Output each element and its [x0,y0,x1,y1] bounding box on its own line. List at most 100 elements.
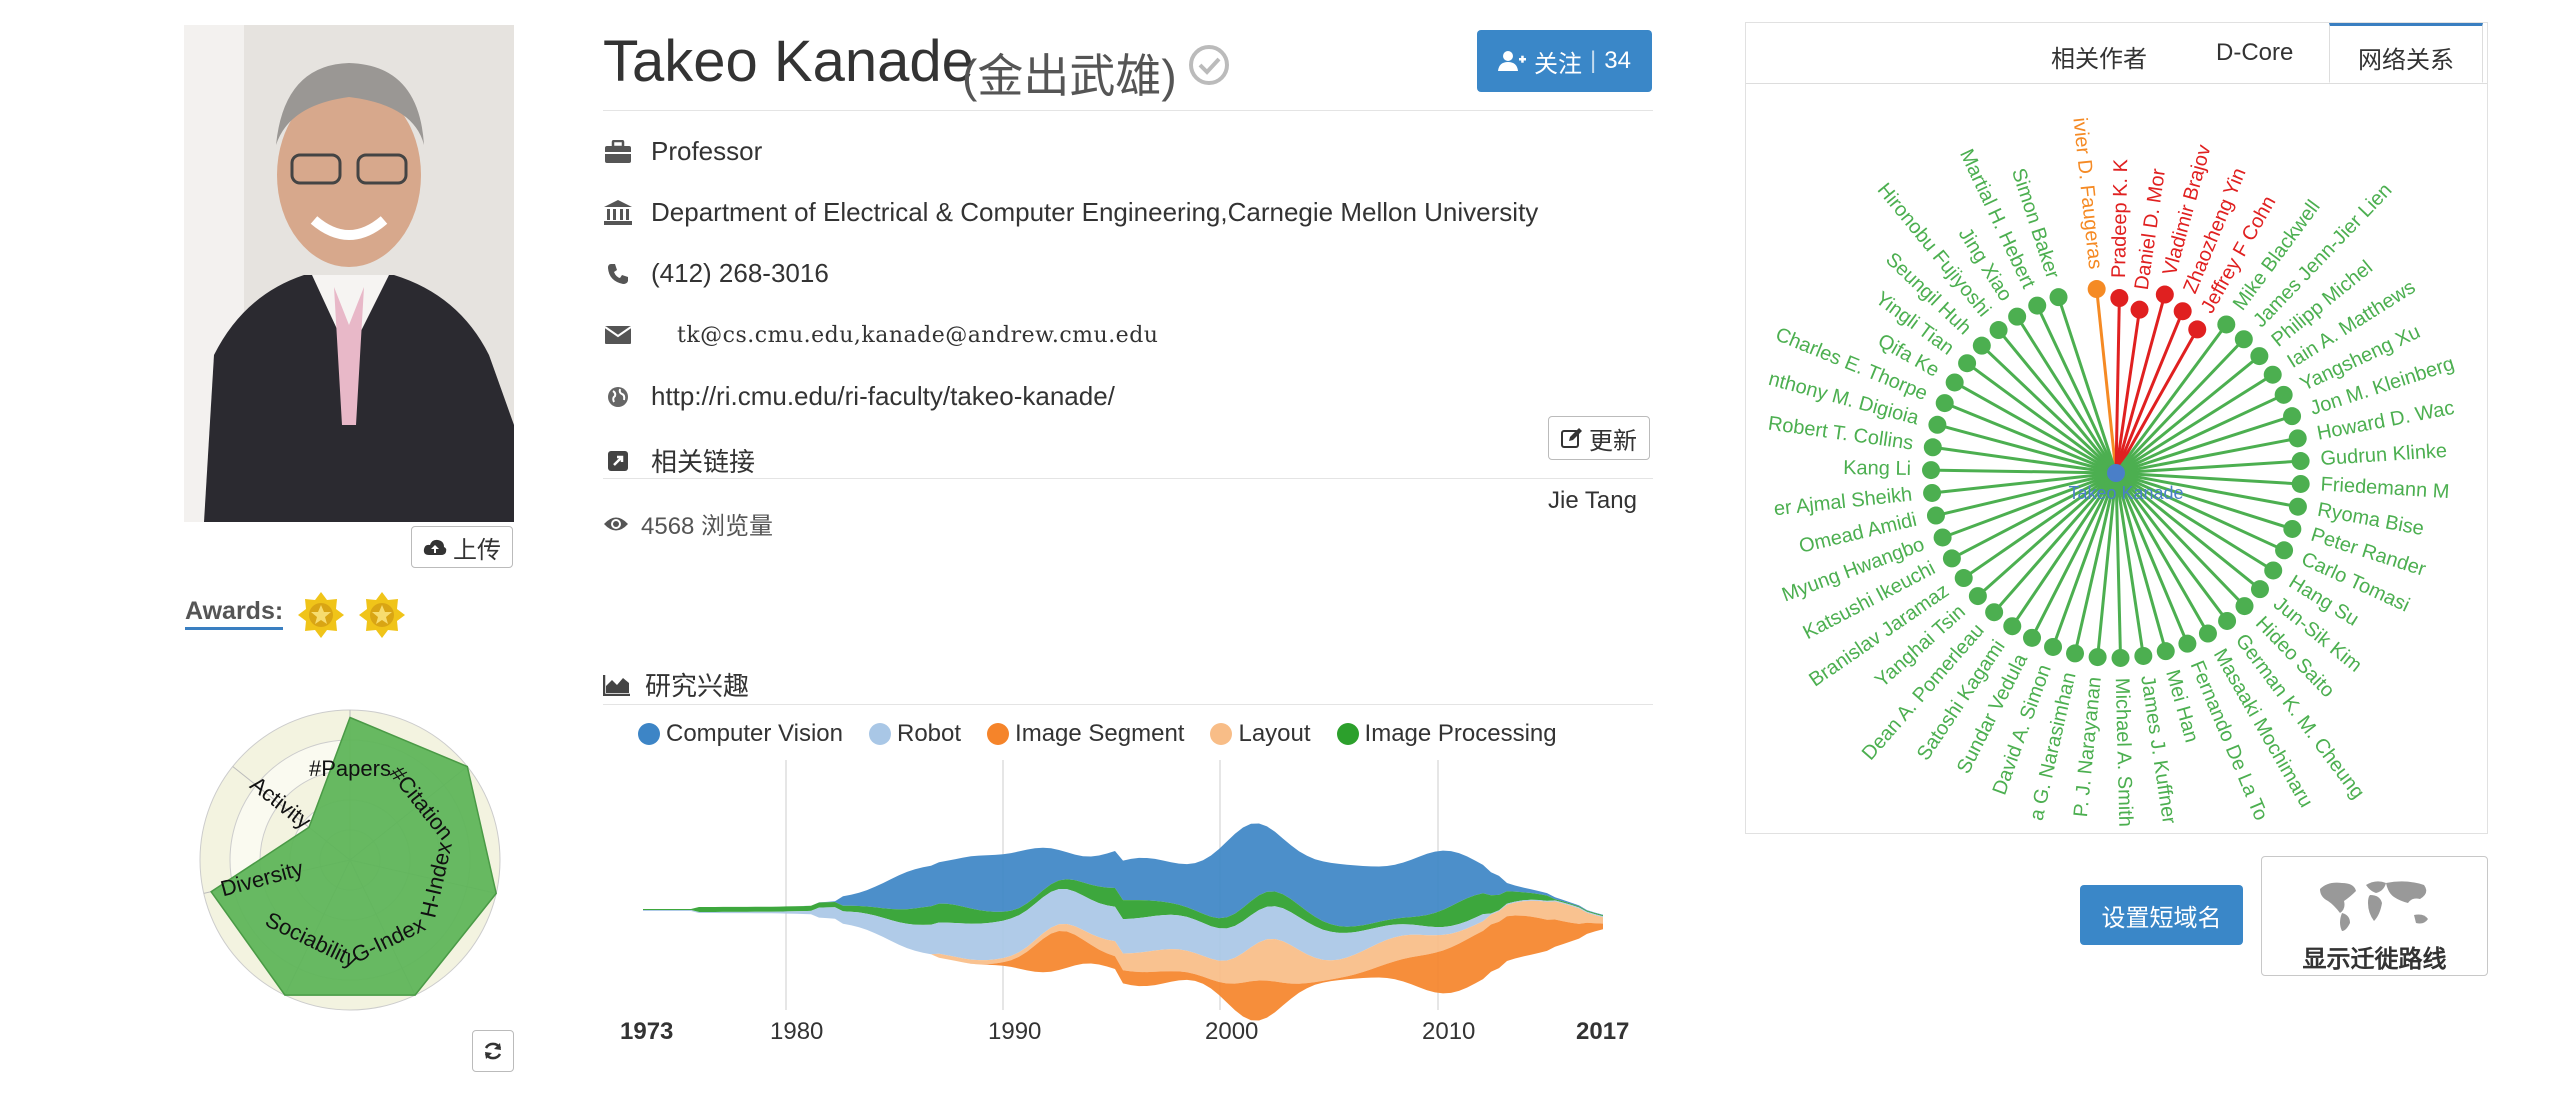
follow-button[interactable]: 关注 | 34 [1477,30,1652,92]
network-edge [2114,338,2245,475]
network-node[interactable] [2110,289,2129,308]
network-edge [2114,472,2229,622]
network-node[interactable] [2087,280,2106,299]
award-medal-icon[interactable] [357,590,407,640]
legend-item[interactable]: Image Segment [987,720,1184,748]
network-node[interactable] [2023,628,2042,647]
network-edge [1942,471,2117,539]
position-text: Professor [651,136,763,166]
world-map-icon [2320,881,2428,931]
network-center-node[interactable] [2107,464,2125,482]
network-node[interactable] [2088,648,2107,667]
tab-related-authors[interactable]: 相关作者 [2051,46,2147,73]
network-node[interactable] [2291,474,2310,493]
network-node[interactable] [2235,597,2254,616]
network-node[interactable] [1928,415,1947,434]
network-node[interactable] [2264,561,2283,580]
tab-d-core[interactable]: D-Core [2216,39,2294,66]
network-node[interactable] [1945,373,1964,392]
network-node[interactable] [2178,634,2197,653]
network-tabs: 相关作者 D-Core 网络关系 [1746,23,2487,84]
network-edge [2115,393,2285,475]
update-button[interactable]: 更新 [1548,416,1650,460]
network-node[interactable] [2218,611,2237,630]
area-chart-icon [603,674,630,696]
network-node[interactable] [2008,307,2027,326]
legend-item[interactable]: Layout [1210,720,1311,748]
network-node[interactable] [2250,347,2269,366]
network-node[interactable] [2250,580,2269,599]
network-node[interactable] [2283,519,2302,538]
homepage-link[interactable]: http://ri.cmu.edu/ri-faculty/takeo-kanad… [651,381,1115,411]
network-node[interactable] [1923,483,1942,502]
network-node[interactable] [1954,569,1973,588]
network-edge [2073,472,2118,654]
globe-icon [608,386,628,407]
external-link-icon [608,450,628,471]
network-node[interactable] [1922,461,1941,480]
network-node[interactable] [2130,300,2149,319]
network-edge [1931,471,2117,495]
show-migration-button[interactable]: 显示迁徙路线 [2261,856,2488,976]
network-node[interactable] [2234,330,2253,349]
network-node[interactable] [2134,646,2153,665]
network-node[interactable] [2288,497,2307,516]
network-node-label: ivier D. Faugeras [2068,116,2106,270]
network-node[interactable] [2003,617,2022,636]
refresh-icon [484,1042,502,1060]
divider [603,478,1653,479]
network-edge [2030,472,2118,639]
network-edge [2115,436,2299,475]
network-node[interactable] [1972,336,1991,355]
network-node[interactable] [2275,541,2294,560]
network-node[interactable] [1989,321,2008,340]
network-node[interactable] [2291,452,2310,471]
network-node[interactable] [2156,642,2175,661]
network-node[interactable] [1923,438,1942,457]
network-node[interactable] [2217,315,2236,334]
refresh-button[interactable] [472,1030,514,1072]
network-node[interactable] [2283,407,2302,426]
migration-label: 显示迁徙路线 [2302,946,2447,973]
network-node[interactable] [1933,528,1952,547]
network-edge [2115,471,2293,531]
axis-tick-label: 1990 [988,1018,1042,1045]
network-node[interactable] [1958,354,1977,373]
network-edge [2115,471,2275,572]
network-node[interactable] [2263,365,2282,384]
network-node[interactable] [2173,302,2192,321]
network-edge [1976,471,2117,598]
network-node[interactable] [1942,549,1961,568]
network-node[interactable] [1926,506,1945,525]
network-node[interactable] [2049,288,2068,307]
network-node-label: Gudrun Klinke [2320,440,2448,470]
legend-item[interactable]: Robot [868,720,961,748]
streamgraph-layer [643,879,1603,933]
streamgraph-layer [643,900,1603,984]
network-edge [1980,344,2118,475]
streamgraph-layer [643,911,1603,1021]
network-node[interactable] [2288,429,2307,448]
network-node[interactable] [2044,637,2063,656]
network-node[interactable] [1968,587,1987,606]
award-medal-icon[interactable] [296,590,346,640]
network-node[interactable] [1935,394,1954,413]
network-node[interactable] [2028,296,2047,315]
network-node[interactable] [2188,320,2207,339]
tab-network[interactable]: 网络关系 [2329,23,2483,83]
network-node[interactable] [2155,285,2174,304]
set-short-domain-button[interactable]: 设置短域名 [2080,885,2243,945]
institution-icon [604,199,632,225]
axis-start-label: 1973 [620,1018,674,1045]
network-edge [2057,296,2118,474]
network-node[interactable] [1985,603,2004,622]
upload-button[interactable]: 上传 [411,526,513,568]
network-node[interactable] [2111,648,2130,667]
legend-item[interactable]: Image Processing [1336,720,1557,748]
network-node[interactable] [2198,624,2217,643]
network-node[interactable] [2066,644,2085,663]
legend-dot [868,723,891,745]
network-node[interactable] [2274,385,2293,404]
legend-item[interactable]: Computer Vision [638,720,843,748]
